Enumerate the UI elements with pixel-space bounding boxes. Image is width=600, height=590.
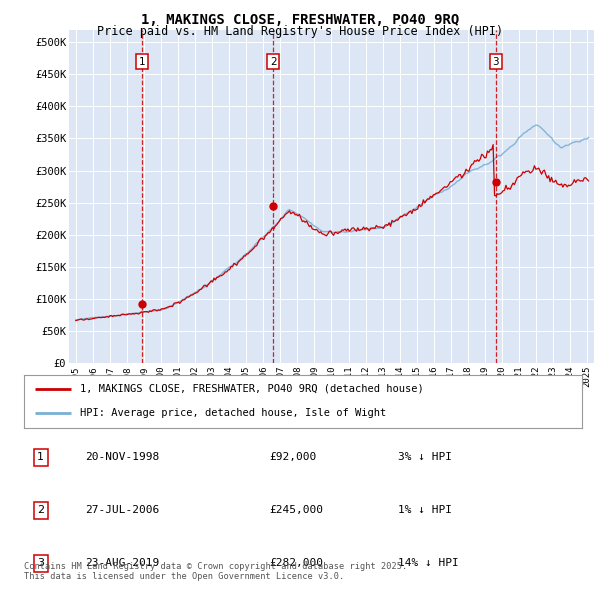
Text: 3: 3 [37,559,44,568]
Text: 23-AUG-2019: 23-AUG-2019 [85,559,160,568]
Text: £245,000: £245,000 [269,506,323,515]
Text: 1: 1 [37,453,44,462]
Text: 2: 2 [37,506,44,515]
Text: £282,000: £282,000 [269,559,323,568]
Text: 2: 2 [270,57,277,67]
Text: 27-JUL-2006: 27-JUL-2006 [85,506,160,515]
Text: 1, MAKINGS CLOSE, FRESHWATER, PO40 9RQ (detached house): 1, MAKINGS CLOSE, FRESHWATER, PO40 9RQ (… [80,384,424,394]
Text: 3: 3 [493,57,499,67]
Text: Price paid vs. HM Land Registry's House Price Index (HPI): Price paid vs. HM Land Registry's House … [97,25,503,38]
Text: 1, MAKINGS CLOSE, FRESHWATER, PO40 9RQ: 1, MAKINGS CLOSE, FRESHWATER, PO40 9RQ [141,13,459,27]
Text: Contains HM Land Registry data © Crown copyright and database right 2025.
This d: Contains HM Land Registry data © Crown c… [24,562,407,581]
Text: 20-NOV-1998: 20-NOV-1998 [85,453,160,462]
Text: 14% ↓ HPI: 14% ↓ HPI [398,559,458,568]
Text: 1: 1 [139,57,146,67]
Text: HPI: Average price, detached house, Isle of Wight: HPI: Average price, detached house, Isle… [80,408,386,418]
Text: 3% ↓ HPI: 3% ↓ HPI [398,453,452,462]
Text: 1% ↓ HPI: 1% ↓ HPI [398,506,452,515]
Text: £92,000: £92,000 [269,453,317,462]
